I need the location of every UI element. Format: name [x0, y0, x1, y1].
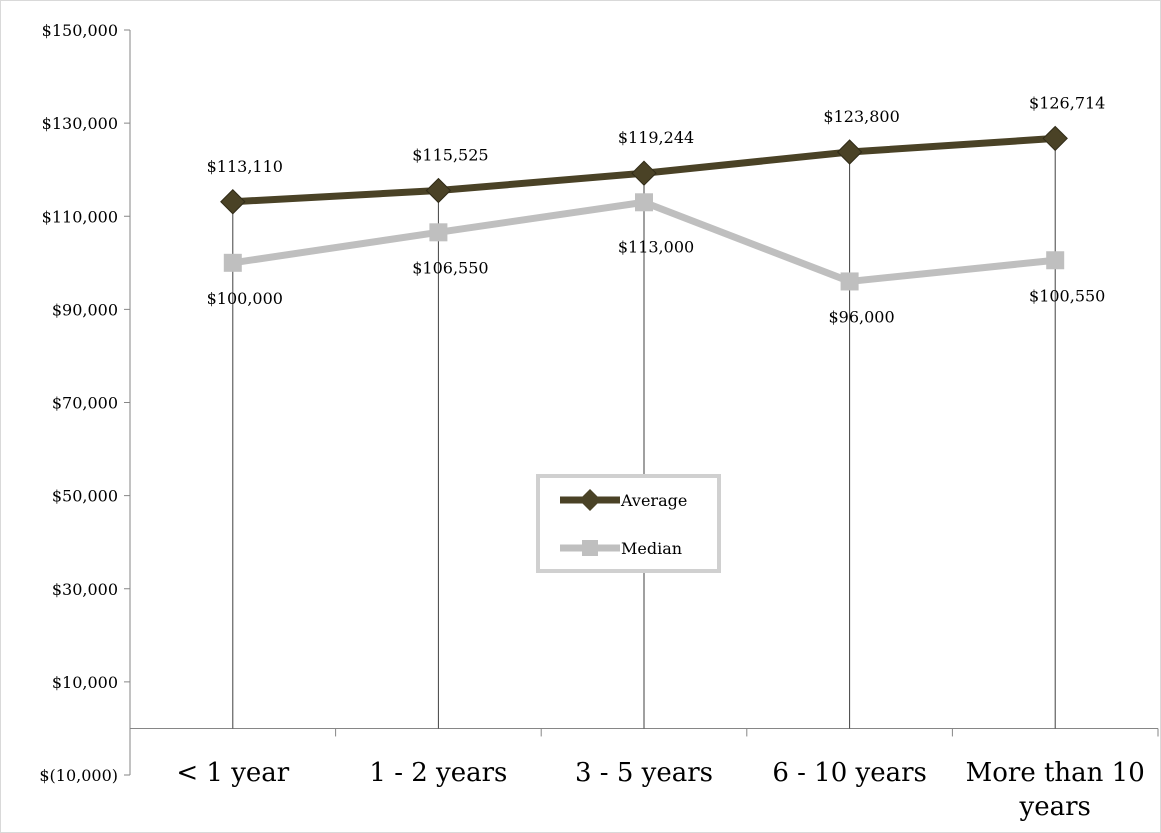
- legend-marker-median: [582, 540, 598, 556]
- x-tick-label: 3 - 5 years: [575, 758, 713, 788]
- average-point-marker: [1042, 125, 1068, 152]
- high-low-lines: [232, 138, 1056, 729]
- median-point-marker: [429, 223, 448, 242]
- x-tick-label: < 1 year: [176, 758, 289, 788]
- y-tick-label: $(10,000): [39, 766, 118, 785]
- y-tick-label: $30,000: [52, 580, 118, 599]
- median-point-marker: [1046, 251, 1065, 270]
- y-tick-label: $90,000: [52, 300, 118, 319]
- average-point-marker: [836, 139, 863, 165]
- average-data-label: $126,714: [1029, 93, 1105, 112]
- average-point-marker: [631, 160, 657, 186]
- data-labels: $113,110 $115,525 $119,244 $123,800 $126,714…: [207, 93, 1106, 326]
- x-tick-label: More than 10 years: [966, 758, 1145, 822]
- y-tick-label: $150,000: [42, 21, 118, 40]
- median-data-label: $106,550: [412, 258, 488, 277]
- average-point-marker: [425, 177, 452, 204]
- average-data-label: $123,800: [823, 107, 899, 126]
- y-tick-label: $50,000: [52, 487, 118, 506]
- y-tick-label: $70,000: [52, 394, 118, 413]
- median-point-marker: [840, 272, 859, 291]
- median-data-label: $96,000: [829, 307, 895, 326]
- median-data-label: $100,550: [1029, 286, 1105, 305]
- average-data-label: $115,525: [412, 146, 488, 165]
- average-data-label: $113,110: [207, 157, 283, 176]
- median-data-label: $113,000: [618, 237, 694, 256]
- legend-box: [536, 474, 721, 573]
- average-data-label: $119,244: [618, 128, 694, 147]
- legend: Average Median: [536, 474, 721, 573]
- series-lines: [220, 125, 1068, 291]
- average-point-marker: [220, 189, 246, 215]
- x-tick-label: 6 - 10 years: [772, 758, 927, 788]
- median-point-marker: [635, 193, 653, 212]
- median-point-marker: [223, 253, 242, 272]
- legend-label: Median: [621, 539, 682, 558]
- legend-label: Average: [620, 491, 687, 510]
- y-tick-label: $130,000: [42, 114, 118, 133]
- legend-marker-average: [579, 489, 601, 511]
- y-tick-label: $10,000: [52, 673, 118, 692]
- chart-axes: $150,000 $130,000 $110,000 $90,000 $70,000 $5…: [39, 21, 1159, 822]
- x-tick-label: 1 - 2 years: [369, 758, 507, 788]
- y-tick-label: $110,000: [42, 207, 118, 226]
- median-data-label: $100,000: [207, 289, 283, 308]
